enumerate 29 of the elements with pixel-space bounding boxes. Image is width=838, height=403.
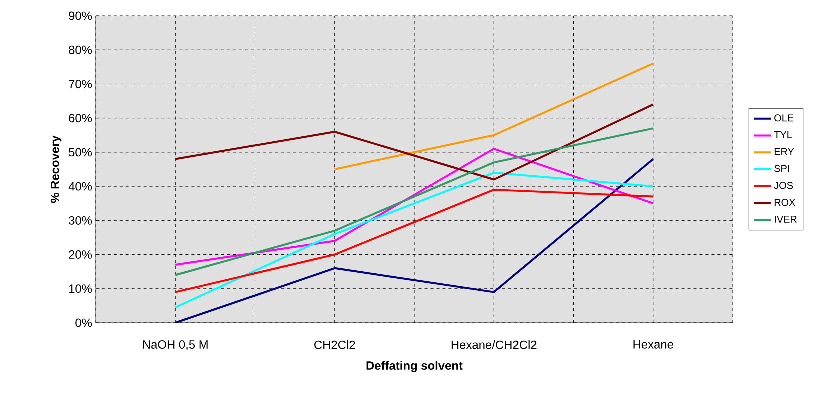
legend-label: SPI xyxy=(774,165,790,172)
line-series xyxy=(174,158,654,323)
line-series xyxy=(174,128,654,276)
x-tick-label: CH2Cl2 xyxy=(314,340,356,350)
y-tick-label: 60% xyxy=(69,114,92,123)
x-axis-title: Deffating solvent xyxy=(366,361,463,372)
x-tick-label: Hexane xyxy=(634,340,674,349)
line-series xyxy=(174,104,654,181)
y-tick-label: 20% xyxy=(69,250,92,260)
y-tick-label: 80% xyxy=(69,46,92,54)
y-tick-label: 40% xyxy=(68,182,92,191)
legend-label: JOS xyxy=(774,182,794,190)
legend-label: ROX xyxy=(774,199,796,206)
legend-label: IVER xyxy=(775,216,797,223)
legend-label: TYL xyxy=(774,132,792,138)
legend-label: ERY xyxy=(774,148,794,156)
y-axis-title: % Recovery xyxy=(50,136,62,204)
y-tick-label: 70% xyxy=(69,80,92,88)
line-series xyxy=(174,172,654,309)
line-series xyxy=(174,148,654,266)
legend-label: OLE xyxy=(774,114,794,122)
y-tick-label: 90% xyxy=(69,12,92,20)
y-tick-label: 10% xyxy=(69,284,92,294)
x-tick-label: NaOH 0,5 M xyxy=(143,340,208,350)
y-tick-label: 50% xyxy=(69,148,92,157)
y-tick-label: 0% xyxy=(76,318,92,328)
x-tick-label: Hexane/CH2Cl2 xyxy=(452,340,537,350)
line-series xyxy=(174,188,654,294)
y-tick-label: 30% xyxy=(69,216,92,225)
